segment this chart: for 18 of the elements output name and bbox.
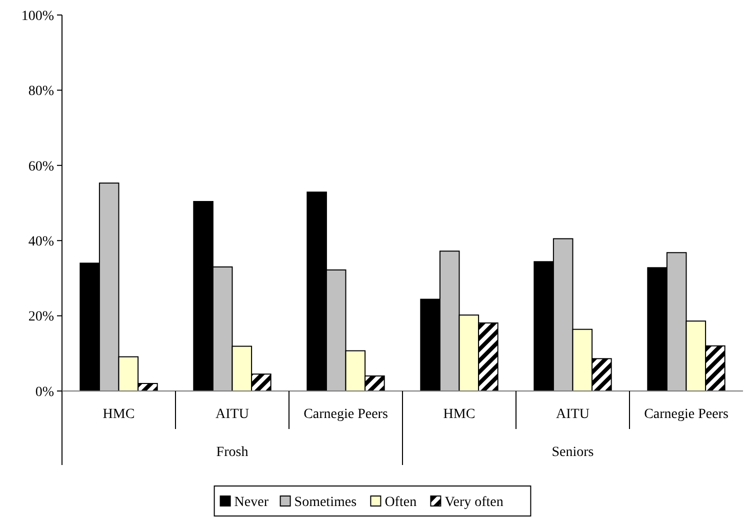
legend-label: Sometimes	[294, 495, 357, 510]
text: Frosh	[216, 445, 248, 460]
x-tick-label: AITU	[556, 407, 590, 422]
y-tick-label: 80%	[28, 84, 54, 100]
x-tick-label: AITU	[216, 407, 249, 422]
y-tick-label: 40%	[28, 234, 54, 250]
y-tick-label: 0%	[35, 384, 54, 400]
x-tick-label: Carnegie Peers	[304, 407, 388, 422]
x-tick-label: HMC	[443, 407, 476, 422]
y-tick-label: 20%	[28, 310, 54, 325]
x-tick-label: Carnegie Peers	[644, 407, 728, 422]
text: Seniors	[552, 445, 594, 460]
legend-label: Very often	[444, 495, 504, 510]
legend-label: Often	[384, 495, 417, 510]
legend-label: Never	[234, 495, 269, 510]
y-tick-label: 100%	[21, 8, 54, 24]
y-tick-label: 60%	[28, 159, 54, 174]
x-tick-label: HMC	[102, 407, 135, 422]
